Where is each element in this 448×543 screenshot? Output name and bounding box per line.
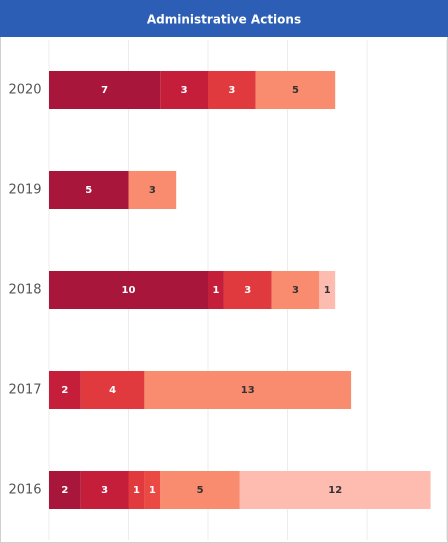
bar-segment bbox=[144, 371, 352, 409]
data-label: 3 bbox=[228, 85, 235, 96]
data-label: 5 bbox=[197, 485, 204, 496]
data-label: 2 bbox=[61, 385, 68, 396]
data-label: 12 bbox=[328, 485, 342, 496]
bar-segment bbox=[271, 271, 320, 309]
y-tick-label: 2019 bbox=[8, 183, 41, 198]
bar-segment bbox=[49, 71, 161, 109]
data-label: 13 bbox=[241, 385, 255, 396]
data-label: 7 bbox=[101, 85, 108, 96]
bar-segment bbox=[128, 471, 145, 509]
bar-segment bbox=[160, 471, 240, 509]
bar-segment bbox=[223, 271, 272, 309]
header bbox=[0, 0, 448, 37]
bar-segment bbox=[255, 71, 336, 109]
bar-segment bbox=[160, 71, 208, 109]
data-label: 3 bbox=[292, 285, 299, 296]
data-label: 3 bbox=[101, 485, 108, 496]
data-label: 1 bbox=[212, 285, 219, 296]
data-label: 3 bbox=[244, 285, 251, 296]
bar-segment bbox=[49, 471, 81, 509]
bar-segment bbox=[80, 471, 129, 509]
chart-title: Administrative Actions bbox=[147, 13, 301, 27]
data-label: 1 bbox=[149, 485, 156, 496]
y-tick-label: 2020 bbox=[8, 83, 41, 98]
bar-segment bbox=[49, 371, 81, 409]
bar-segment bbox=[49, 271, 208, 309]
data-label: 4 bbox=[109, 385, 116, 396]
data-label: 5 bbox=[85, 185, 92, 196]
bar-segment bbox=[208, 71, 256, 109]
data-label: 2 bbox=[61, 485, 68, 496]
data-label: 5 bbox=[292, 85, 299, 96]
data-label: 1 bbox=[324, 285, 331, 296]
data-label: 3 bbox=[149, 185, 156, 196]
bar-segment bbox=[49, 171, 129, 209]
data-label: 10 bbox=[122, 285, 136, 296]
bar-segment bbox=[128, 171, 177, 209]
bar-segment bbox=[144, 471, 161, 509]
y-tick-label: 2016 bbox=[8, 483, 41, 498]
bar-segment bbox=[208, 271, 224, 309]
bar-segment bbox=[319, 271, 336, 309]
y-tick-label: 2017 bbox=[8, 383, 41, 398]
y-tick-label: 2018 bbox=[8, 283, 41, 298]
data-label: 3 bbox=[181, 85, 188, 96]
bar-segment bbox=[239, 471, 431, 509]
data-label: 1 bbox=[133, 485, 140, 496]
bar-segment bbox=[80, 371, 145, 409]
